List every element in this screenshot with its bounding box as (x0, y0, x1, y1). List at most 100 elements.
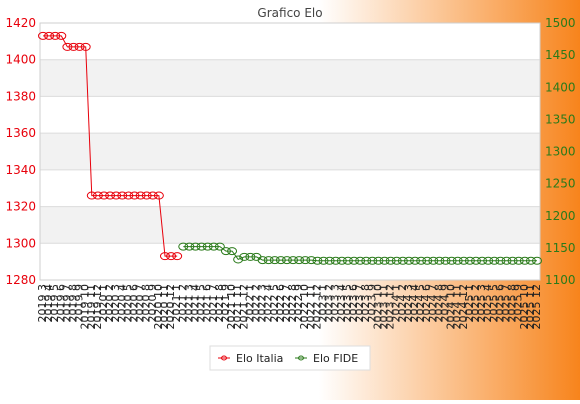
data-point (208, 242, 219, 251)
x-tick-label: 2019 10 (79, 284, 92, 330)
data-point (129, 191, 140, 200)
chart-title: Grafico Elo (257, 6, 322, 20)
y-left-tick-label: 1400 (5, 53, 36, 67)
data-point (233, 255, 244, 264)
data-point (410, 256, 421, 265)
data-point (111, 191, 122, 200)
x-tick-label: 2019 5 (48, 284, 61, 323)
plot-frame (39, 22, 541, 281)
data-point (117, 191, 128, 200)
x-tick-label: 2022 1 (243, 284, 256, 323)
x-tick-label: 2024 9 (439, 284, 452, 323)
x-tick-label: 2021 6 (201, 284, 214, 323)
x-tick-label: 2022 9 (292, 284, 305, 323)
x-tick-label: 2019 9 (73, 284, 86, 323)
grid-band (40, 206, 540, 244)
data-point (513, 256, 524, 265)
data-point (214, 242, 225, 251)
x-tick-label: 2023 3 (329, 284, 342, 323)
data-point (507, 256, 518, 265)
x-tick-label: 2020 3 (109, 284, 122, 323)
x-tick-label: 2022 4 (262, 284, 275, 323)
x-tick-label: 2022 6 (274, 284, 287, 323)
x-tick-label: 2024 2 (396, 284, 409, 323)
data-point (190, 242, 201, 251)
y-left-tick-label: 1420 (5, 16, 36, 30)
x-tick-label: 2021 9 (219, 284, 232, 323)
data-point (446, 256, 457, 265)
x-tick-label: 2019 6 (54, 284, 67, 323)
data-point (495, 256, 506, 265)
data-point (141, 191, 152, 200)
grid-band (40, 59, 540, 97)
data-point (452, 256, 463, 265)
x-tick-label: 2021 12 (237, 284, 250, 330)
x-tick-label: 2023 7 (353, 284, 366, 323)
data-point (56, 31, 67, 40)
data-point (62, 42, 73, 51)
data-point (349, 256, 360, 265)
x-tick-label: 2020 6 (127, 284, 140, 323)
data-point (184, 242, 195, 251)
x-tick-label: 2024 10 (445, 284, 458, 330)
x-tick-label: 2021 2 (176, 284, 189, 323)
data-point (98, 191, 109, 200)
data-point (123, 191, 134, 200)
y-right-tick-label: 1350 (545, 112, 576, 126)
data-point (68, 42, 79, 51)
x-tick-label: 2024 6 (420, 284, 433, 323)
data-point (330, 256, 341, 265)
x-tick-label: 2020 7 (134, 284, 147, 323)
data-point (86, 191, 97, 200)
x-tick-label: 2025 12 (530, 284, 543, 330)
x-tick-label: 2020 5 (121, 284, 134, 323)
grid-band (40, 133, 540, 170)
legend-label: Elo Italia (236, 352, 283, 365)
data-point (397, 256, 408, 265)
x-tick-label: 2020 9 (146, 284, 159, 323)
data-point (172, 252, 183, 261)
data-point (458, 256, 469, 265)
data-point (525, 256, 536, 265)
data-point (178, 242, 189, 251)
data-point (367, 256, 378, 265)
x-tick-label: 2020 10 (152, 284, 165, 330)
x-tick-label: 2020 4 (115, 284, 128, 323)
x-tick-label: 2023 1 (317, 284, 330, 323)
x-tick-label: 2019 11 (85, 284, 98, 330)
y-left-tick-label: 1320 (5, 200, 36, 214)
x-tick-label: 2023 9 (365, 284, 378, 323)
data-point (245, 252, 256, 261)
legend-swatch-marker (298, 355, 304, 361)
x-tick-label: 2022 3 (256, 284, 269, 323)
y-right-tick-label: 1250 (545, 177, 576, 191)
data-point (416, 256, 427, 265)
y-left-tick-label: 1280 (5, 273, 36, 287)
x-tick-label: 2025 5 (487, 284, 500, 323)
data-point (92, 191, 103, 200)
data-point (202, 242, 213, 251)
data-point (306, 256, 317, 265)
legend-swatch-marker (221, 355, 227, 361)
data-point (300, 256, 311, 265)
y-left-tick-label: 1340 (5, 163, 36, 177)
x-tick-label: 2024 4 (408, 284, 421, 323)
x-tick-label: 2023 12 (384, 284, 397, 330)
y-left-tick-label: 1300 (5, 236, 36, 250)
data-point (269, 256, 280, 265)
x-tick-label: 2025 4 (481, 284, 494, 323)
data-point (318, 256, 329, 265)
x-tick-label: 2021 5 (195, 284, 208, 323)
x-tick-label: 2022 8 (286, 284, 299, 323)
x-tick-label: 2023 6 (347, 284, 360, 323)
x-tick-label: 2025 1 (463, 284, 476, 323)
data-point (532, 256, 542, 265)
data-point (489, 256, 500, 265)
data-point (80, 42, 91, 51)
x-tick-label: 2024 3 (402, 284, 415, 323)
data-point (153, 191, 164, 200)
data-point (434, 256, 445, 265)
x-tick-label: 2025 3 (475, 284, 488, 323)
